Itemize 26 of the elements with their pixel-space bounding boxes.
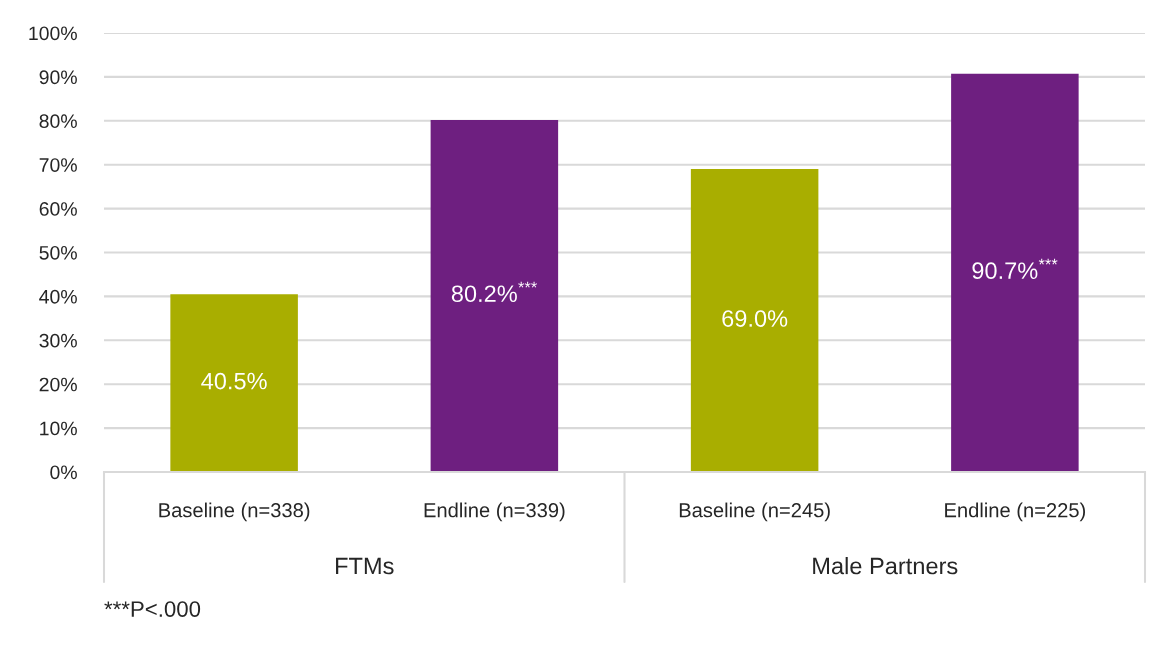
text: FTMs (336, 557, 394, 575)
y-tick-label: 0% (50, 465, 77, 480)
y-tick-label: 100% (29, 26, 77, 41)
y-tick-label: 80% (39, 114, 77, 129)
y-tick-label: 20% (39, 377, 77, 392)
bar (430, 119, 559, 472)
data-label: 40.5% (201, 372, 267, 390)
data-label: 90.7%$^{***}$ (972, 258, 1058, 280)
text: ***P<.000 (104, 601, 201, 617)
y-tick-label: 50% (39, 245, 77, 260)
bar (690, 169, 819, 472)
data-label: 80.2%$^{***}$ (451, 281, 538, 303)
y-tick-label: 90% (39, 70, 77, 85)
y-tick-label: 60% (39, 202, 77, 216)
y-tick-label: 30% (39, 333, 77, 348)
text: Male Partners (813, 556, 958, 575)
bar (951, 73, 1079, 472)
x-tick-label: Baseline (n=338) (159, 502, 310, 522)
x-tick-label: Endline (n=339) (424, 502, 565, 522)
y-tick-label: 40% (39, 289, 77, 304)
y-tick-label: 10% (40, 421, 77, 436)
y-tick-label: 70% (39, 158, 77, 172)
bar (170, 294, 298, 472)
data-label: 69.0% (722, 310, 788, 327)
x-tick-label: Baseline (n=245) (679, 502, 830, 522)
x-tick-label: Endline (n=225) (945, 502, 1086, 522)
